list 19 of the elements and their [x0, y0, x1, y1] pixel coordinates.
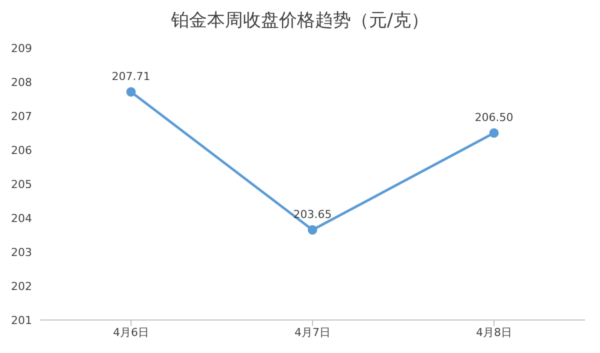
x-tick-label: 4月7日 [294, 326, 330, 339]
x-tick-label: 4月8日 [476, 326, 512, 339]
y-tick-label: 208 [11, 76, 32, 89]
data-label: 203.65 [293, 208, 332, 221]
y-tick-label: 202 [11, 280, 32, 293]
point [126, 87, 136, 97]
y-tick-label: 204 [11, 212, 32, 225]
y-tick-label: 206 [11, 144, 32, 157]
chart-title: 铂金本周收盘价格趋势（元/克） [170, 9, 430, 32]
data-label: 206.50 [474, 111, 514, 124]
y-tick-label: 205 [11, 178, 32, 191]
point [308, 225, 318, 235]
y-tick-label: 203 [11, 246, 32, 259]
point [489, 128, 499, 138]
y-tick-label: 209 [11, 42, 32, 55]
x-tick-label: 4月6日 [113, 326, 149, 339]
y-tick-label: 207 [11, 110, 32, 123]
data-label: 207.71 [112, 70, 150, 83]
y-tick-label: 201 [11, 314, 32, 327]
